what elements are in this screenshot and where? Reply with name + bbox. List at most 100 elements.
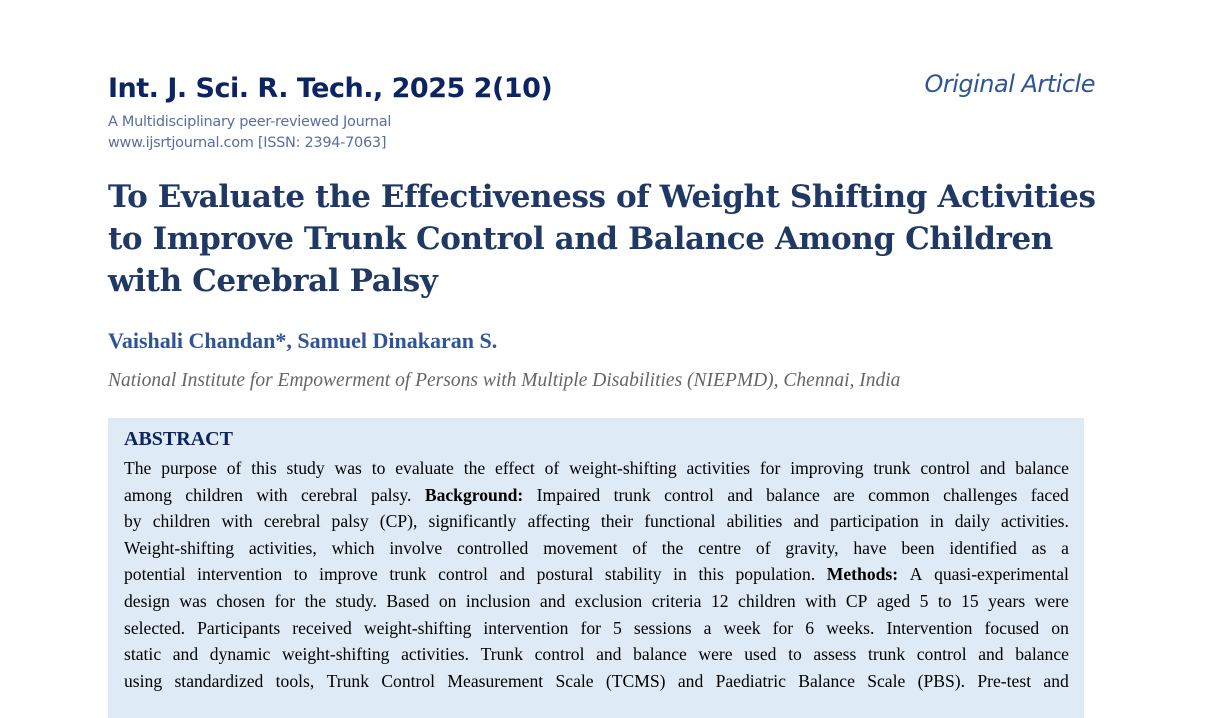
abstract-word: weight-shifting [363,617,472,638]
abstract-word: control [664,484,714,505]
abstract-line: design was chosen for the study. Based on inclus… [124,588,1069,615]
abstract-word: exclusion [574,590,643,611]
abstract-word: weeks. [826,617,875,638]
abstract-word: palsy. [371,484,412,505]
abstract-section-label: Background: [424,484,524,505]
abstract-word: (CP), [379,511,418,532]
abstract-word: significantly [428,511,517,532]
abstract-word: received [292,617,352,638]
abstract-word: have [853,537,887,558]
abstract-word: and [978,644,1004,665]
abstract-word: design [124,590,170,611]
abstract-word: 6 [805,617,815,638]
abstract-word: on [1051,617,1069,638]
title-line: to Improve Trunk Control and Balance Amo… [108,221,1053,257]
abstract-word: the [304,590,327,611]
abstract-word: intervention [483,617,569,638]
abstract-word: Impaired [536,484,601,505]
abstract-word: in [673,564,687,585]
affiliation: National Institute for Empowerment of Pe… [108,370,901,391]
abstract-word: intervention [197,564,283,585]
abstract-word: evaluate [395,458,454,478]
abstract-word: faced [1030,484,1069,505]
abstract-word: children [738,590,796,611]
abstract-word: study. [335,590,377,611]
abstract-word: static [124,644,162,665]
abstract-word: with [221,511,253,532]
abstract-word: and [539,590,566,611]
abstract-word: balance [1015,644,1069,665]
abstract-word: affecting [527,511,590,532]
abstract-word: activities. [401,644,470,665]
abstract-word: their [600,511,634,532]
abstract-word: daily [954,511,990,532]
abstract-word: sessions [633,617,692,638]
abstract-word: balance [633,644,687,665]
abstract-word: activities [686,458,750,478]
abstract-section-label: Methods: [826,564,899,585]
abstract-word: by [124,511,142,532]
abstract-word: with [805,590,837,611]
abstract-word: common [868,484,930,505]
abstract-word: centre [698,537,742,558]
journal-subtitle: A Multidisciplinary peer-reviewed Journa… [108,114,392,130]
abstract-word: identified [949,537,1017,558]
abstract-word: balance [766,484,820,505]
abstract-word: among [124,484,172,505]
abstract-word: abilities [726,511,783,532]
abstract-word: been [901,537,935,558]
abstract-word: Trunk [480,644,524,665]
abstract-word: and [172,644,199,665]
abstract-word: weight-shifting [569,458,677,478]
abstract-word: (PBS). [917,670,966,691]
abstract-word: trunk [873,458,911,478]
abstract-word: of [544,458,560,478]
abstract-word: A [909,564,923,585]
authors: Vaishali Chandan*, Samuel Dinakaran S. [108,328,498,353]
abstract-word: for [274,590,296,611]
abstract-word: and [596,644,622,665]
abstract-word: cerebral [301,484,358,505]
abstract-word: for [759,458,781,478]
abstract-word: the [661,537,684,558]
abstract-word: control [916,644,967,665]
abstract-word: dynamic [209,644,271,665]
abstract-heading: ABSTRACT [124,428,233,450]
abstract-word: control [534,644,585,665]
abstract-word: and [677,670,704,691]
abstract-word: and [1043,670,1069,691]
abstract-word: focused [984,617,1040,638]
abstract-word: improve [319,564,378,585]
abstract-word: population. [735,564,816,585]
abstract-word: activities, [248,537,317,558]
abstract-word: chosen [216,590,266,611]
abstract-word: Scale [867,670,906,691]
abstract-word: balance [1015,458,1069,478]
abstract-word: week [723,617,761,638]
abstract-line: among children with cerebral palsy. Backgroun… [124,482,1069,509]
abstract-word: children [185,484,243,505]
abstract-word: were [698,644,733,665]
abstract-word: assess [813,644,857,665]
abstract-word: control [920,458,971,478]
abstract-text: The purpose of this study was to evaluate the eff… [124,455,1069,694]
abstract-word: to [371,458,386,478]
abstract-word: control [438,564,488,585]
abstract-word: Pre-test [977,670,1032,691]
abstract-word: tools, [275,670,315,691]
abstract-word: were [1034,590,1069,611]
abstract-word: children [152,511,211,532]
abstract-word: 12 [710,590,729,611]
abstract-word: Paediatric [715,670,786,691]
abstract-word: movement [543,537,618,558]
abstract-word: Trunk [326,670,369,691]
abstract-line: potential intervention to improve trunk contr… [124,561,1069,588]
abstract-word: functional [644,511,716,532]
abstract-line: The purpose of this study was to evaluate the eff… [124,455,1069,482]
abstract-word: was [334,458,362,478]
abstract-word: and [727,484,753,505]
abstract-word: involve [389,537,443,558]
abstract-word: to [937,590,952,611]
abstract-word: for [772,617,794,638]
abstract-word: this [698,564,724,585]
